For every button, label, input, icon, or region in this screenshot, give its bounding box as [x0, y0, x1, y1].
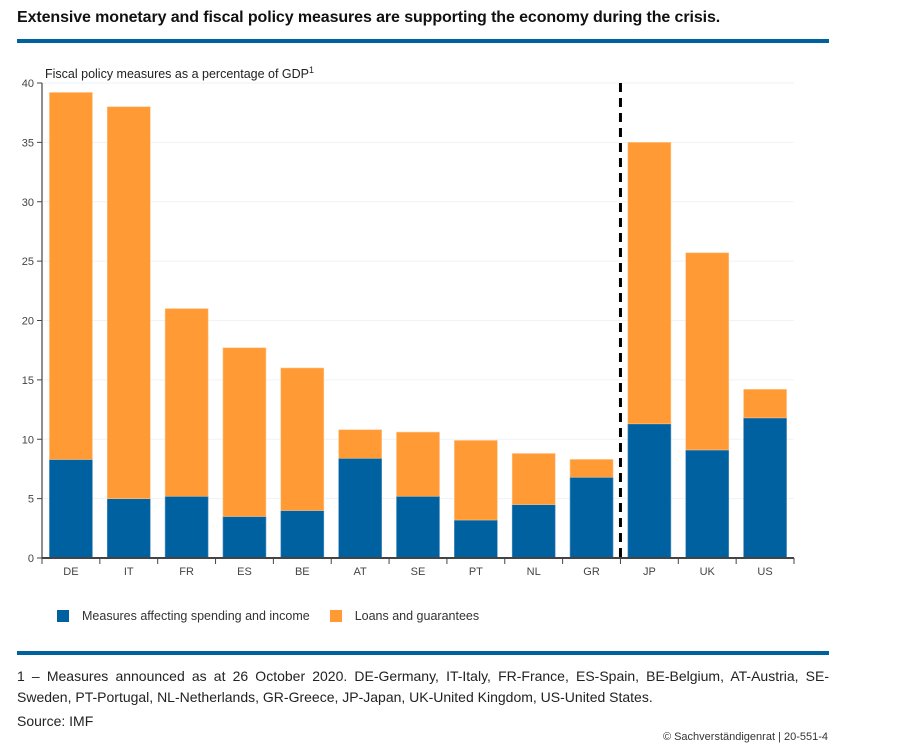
x-tick-label: IT	[124, 566, 134, 578]
bar-gr-loans	[569, 459, 614, 478]
chart-title: Fiscal policy measures as a percentage o…	[45, 65, 314, 81]
x-tick-label: AT	[354, 566, 368, 578]
y-tick-label: 10	[22, 434, 34, 446]
footnote: 1 – Measures announced as at 26 October …	[17, 668, 829, 705]
bar-fr-loans	[164, 308, 209, 497]
bar-pt-spending	[454, 519, 498, 559]
y-tick-label: 30	[22, 197, 34, 209]
legend-item-spending: Measures affecting spending and income	[57, 609, 310, 623]
top-divider	[17, 39, 829, 43]
bar-jp-spending	[627, 423, 672, 559]
x-tick-label: ES	[237, 566, 252, 578]
bar-nl-loans	[511, 453, 556, 505]
bars	[49, 92, 787, 559]
bar-de-spending	[49, 459, 93, 559]
bottom-divider	[17, 651, 829, 655]
x-tick-label: NL	[527, 566, 541, 578]
bar-be-loans	[280, 367, 325, 511]
y-tick-label: 5	[28, 494, 34, 506]
source-note: Source: IMF	[17, 713, 94, 729]
bar-es-spending	[222, 516, 267, 559]
x-tick-label: GR	[583, 566, 600, 578]
bar-pt-loans	[454, 440, 498, 521]
x-tick-label: SE	[411, 566, 426, 578]
bar-be-spending	[280, 510, 325, 559]
stacked-bar-chart: Fiscal policy measures as a percentage o…	[22, 65, 795, 578]
y-axis-ticks: 0 5 10 15 20 25 30 35 40	[22, 78, 42, 565]
legend-swatch-loans	[329, 610, 342, 622]
x-tick-label: PT	[469, 566, 483, 578]
bar-it-loans	[106, 106, 151, 499]
bar-de-loans	[49, 92, 93, 460]
bar-uk-spending	[685, 449, 730, 559]
x-tick-label: FR	[179, 566, 194, 578]
bar-us-loans	[743, 389, 787, 419]
x-tick-label: BE	[295, 566, 310, 578]
y-tick-label: 40	[22, 78, 34, 90]
legend-swatch-spending	[57, 610, 69, 622]
bar-gr-spending	[569, 476, 614, 559]
bar-se-loans	[396, 431, 440, 497]
chart-heading: Extensive monetary and fiscal policy mea…	[17, 9, 721, 26]
bar-es-loans	[222, 347, 267, 517]
bar-uk-loans	[685, 252, 730, 451]
y-tick-label: 25	[22, 256, 34, 268]
y-tick-label: 0	[28, 553, 34, 565]
x-tick-label: JP	[643, 566, 656, 578]
credit: © Sachverständigenrat | 20-551-4	[662, 731, 828, 743]
bar-jp-loans	[627, 142, 672, 425]
y-tick-label: 20	[22, 316, 34, 328]
legend-label-spending: Measures affecting spending and income	[82, 609, 310, 623]
bar-at-loans	[338, 429, 382, 459]
y-tick-label: 35	[22, 137, 34, 149]
x-tick-label: US	[757, 566, 772, 578]
legend-item-loans: Loans and guarantees	[329, 609, 480, 623]
bar-se-spending	[396, 495, 440, 559]
bar-it-spending	[106, 498, 151, 559]
bar-fr-spending	[164, 495, 209, 559]
x-axis-ticks: DE IT FR ES BE AT SE PT NL GR JP UK US	[41, 558, 795, 578]
bar-at-spending	[338, 457, 382, 559]
y-tick-label: 15	[22, 375, 34, 387]
bar-nl-spending	[511, 504, 556, 559]
x-tick-label: DE	[63, 566, 78, 578]
x-tick-label: UK	[700, 566, 716, 578]
bar-us-spending	[743, 417, 787, 559]
legend-label-loans: Loans and guarantees	[354, 609, 480, 623]
legend: Measures affecting spending and income L…	[57, 609, 499, 623]
